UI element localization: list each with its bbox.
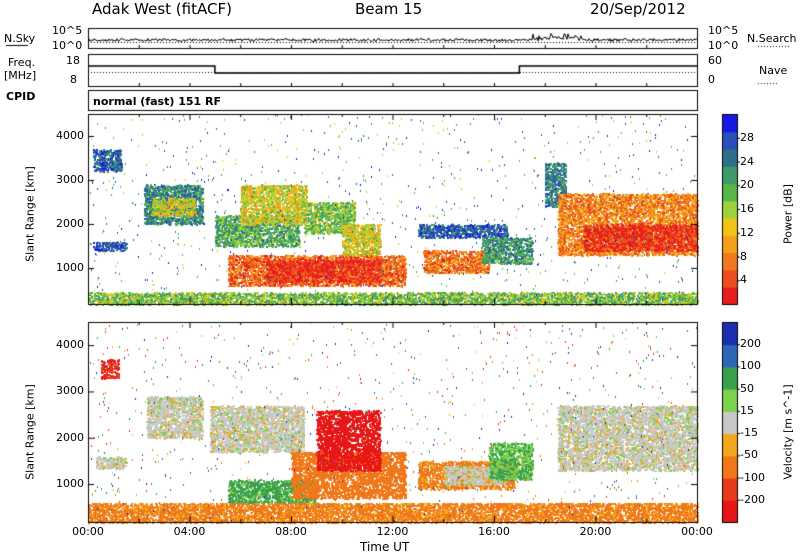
power-ylabel: Slant Range [km] [23,166,37,262]
colorbar-tick-label: 15 [740,403,754,417]
y-tick-label: 2000 [56,430,84,444]
freq-tick-bottom: 8 [70,73,77,86]
x-tick-label: 20:00 [579,525,612,538]
nave-tick-bottom: 0 [708,73,715,86]
power-colorbar-label: Power [dB] [781,184,795,244]
x-tick-label: 00:00 [681,525,713,538]
colorbar-tick-label: 20 [740,178,754,192]
colorbar-tick-label: -50 [740,448,758,462]
x-axis-label: Time UT [360,540,410,554]
y-tick-label: 3000 [56,384,84,398]
colorbar-tick-label: 24 [740,154,754,168]
freq-tick-top: 18 [66,54,80,67]
x-tick-label: 12:00 [376,525,409,538]
noise-sky-label: N.Sky [4,32,36,45]
colorbar-tick-label: -200 [740,492,765,506]
cpid-value: normal (fast) 151 RF [93,95,221,108]
velocity-colorbar-label: Velocity [m s^-1] [781,384,795,480]
colorbar-tick-label: 28 [740,130,754,144]
freq-unit: [MHz] [4,69,37,82]
noise-right-tick-top: 10^5 [708,24,739,37]
colorbar-tick-label: 4 [740,273,747,287]
freq-label: Freq. [8,56,36,69]
station-title: Adak West (fitACF) [92,0,232,18]
colorbar-tick-label: -15 [740,426,758,440]
y-tick-label: 2000 [56,216,84,230]
noise-left-tick-bottom: 10^0 [52,39,83,52]
x-tick-label: 04:00 [173,525,206,538]
colorbar-tick-label: 200 [740,337,761,351]
noise-right-tick-bottom: 10^0 [708,39,739,52]
nave-tick-top: 60 [708,54,722,67]
velocity-ylabel: Slant Range [km] [23,384,37,480]
colorbar-tick-label: 16 [740,202,754,215]
noise-left-tick-top: 10^5 [52,24,83,37]
y-tick-label: 1000 [56,260,84,274]
nave-label: Nave [759,64,788,77]
date-title: 20/Sep/2012 [590,0,686,18]
colorbar-tick-label: -100 [740,470,765,484]
colorbar-tick-label: 12 [740,225,754,239]
x-tick-label: 00:00 [72,525,104,538]
colorbar-tick-label: 50 [740,381,754,395]
cpid-label: CPID [6,90,36,103]
x-tick-label: 08:00 [275,525,307,538]
colorbar-tick-label: 8 [740,249,747,263]
y-tick-label: 4000 [56,338,84,352]
noise-search-label: N.Search [747,32,797,45]
x-tick-label: 16:00 [478,525,510,538]
colorbar-tick-label: 100 [740,359,761,373]
y-tick-label: 1000 [56,477,84,491]
y-tick-label: 3000 [56,172,84,186]
y-tick-label: 4000 [56,128,84,142]
beam-title: Beam 15 [355,0,423,18]
